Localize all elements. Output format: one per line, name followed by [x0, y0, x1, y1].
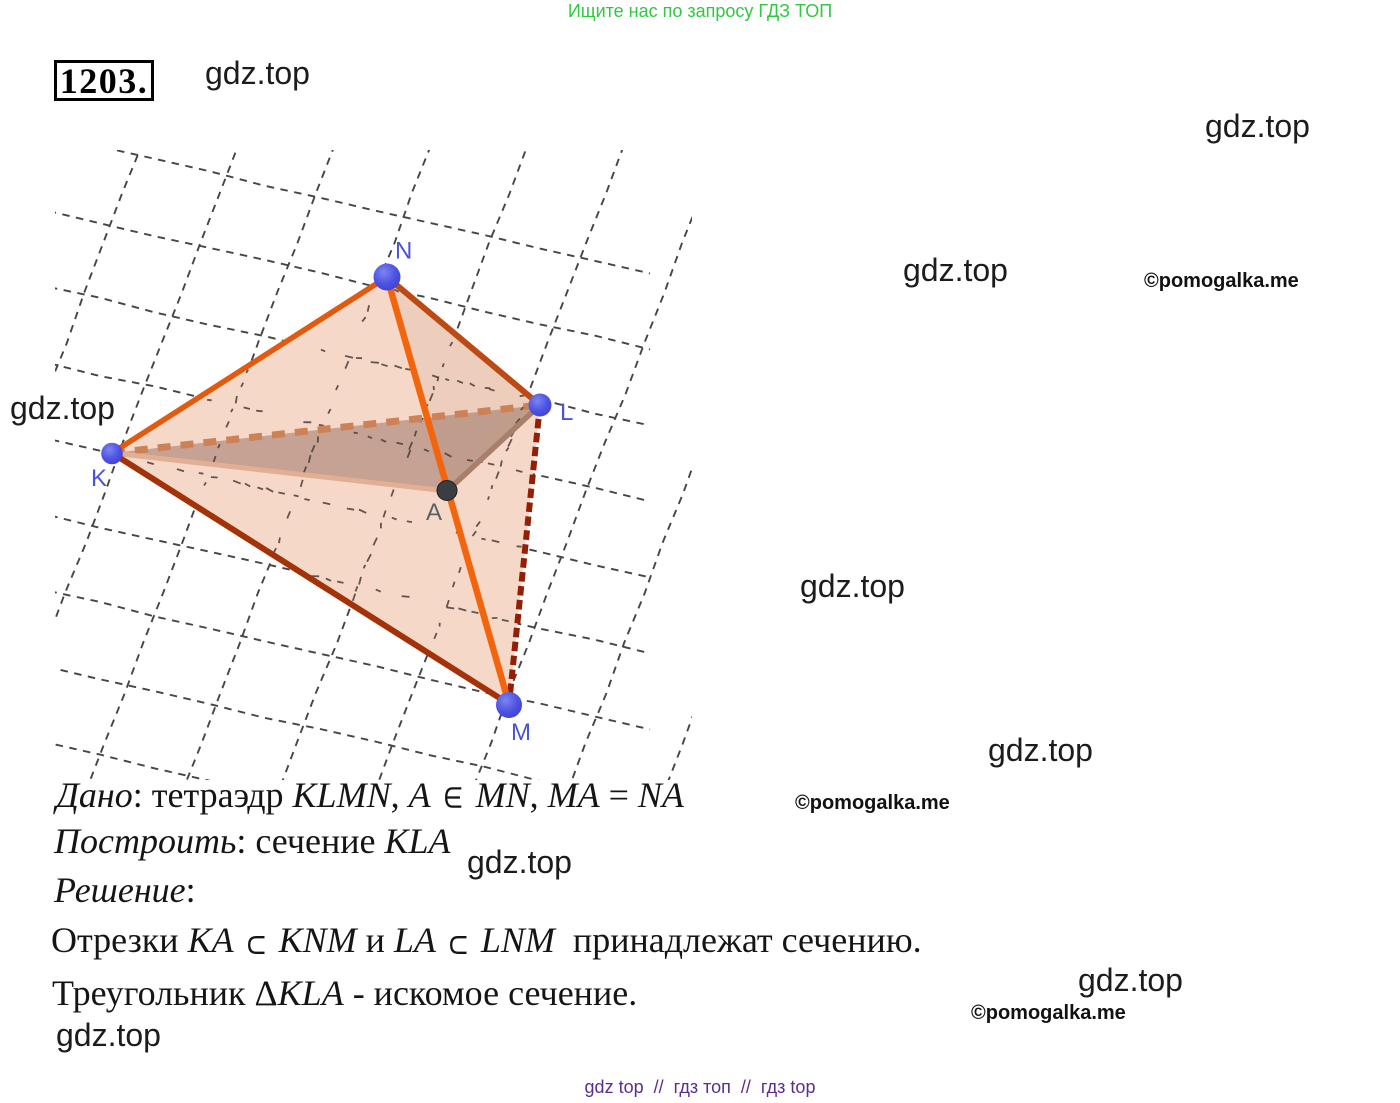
svg-text:K: K: [91, 465, 107, 492]
svg-text:M: M: [511, 719, 531, 746]
svg-text:N: N: [395, 238, 412, 265]
svg-text:A: A: [426, 499, 442, 526]
svg-text:L: L: [560, 399, 573, 426]
